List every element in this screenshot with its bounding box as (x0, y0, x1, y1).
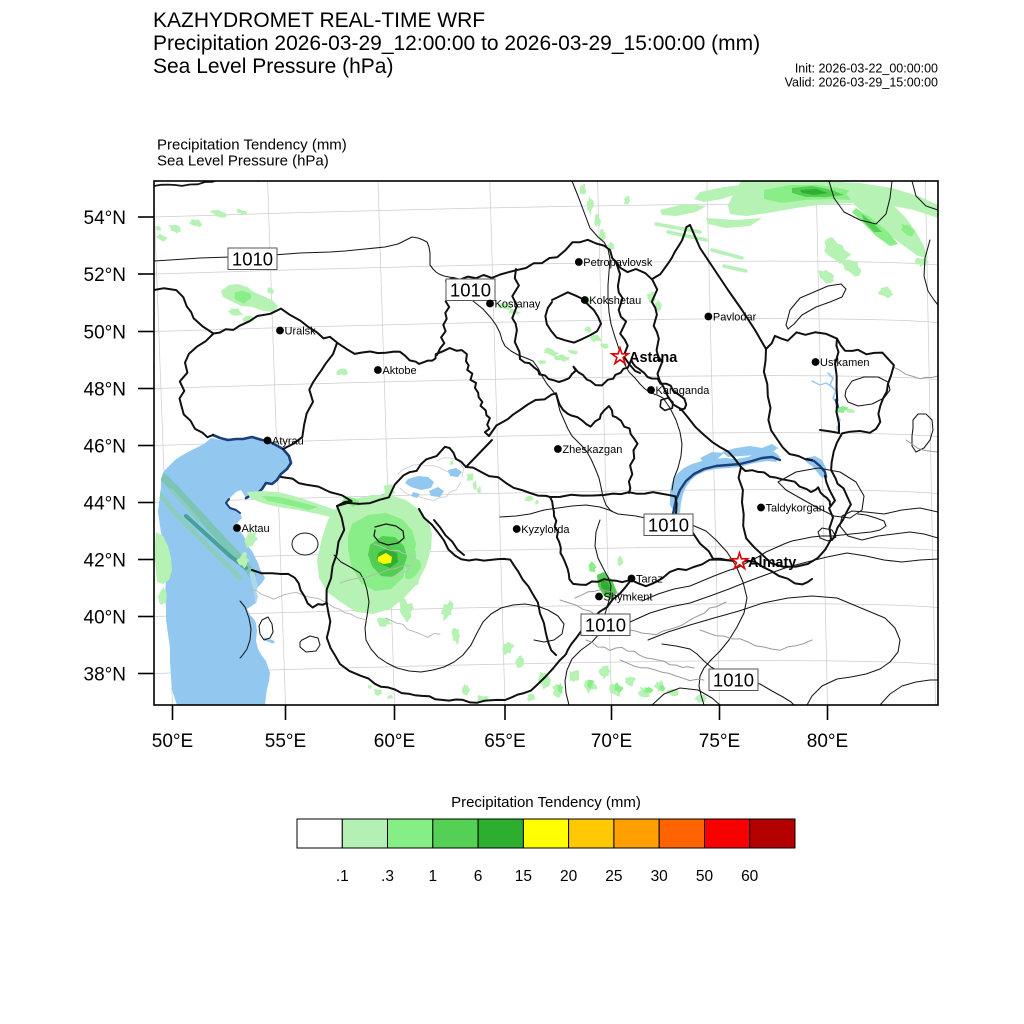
svg-text:Pavlodar: Pavlodar (713, 312, 757, 324)
svg-text:Sea Level Pressure (hPa): Sea Level Pressure (hPa) (157, 153, 329, 170)
svg-text:Shymkent: Shymkent (604, 592, 653, 604)
svg-text:1010: 1010 (648, 515, 689, 536)
svg-text:50°N: 50°N (84, 322, 126, 343)
svg-text:40°N: 40°N (84, 607, 126, 628)
svg-text:80°E: 80°E (807, 731, 848, 752)
svg-text:Karaganda: Karaganda (656, 385, 711, 397)
svg-text:Astana: Astana (629, 350, 678, 366)
svg-text:Precipitation 2026-03-29_12:00: Precipitation 2026-03-29_12:00:00 to 202… (153, 32, 760, 55)
svg-text:25: 25 (605, 868, 622, 885)
svg-text:Init: 2026-03-22_00:00:00: Init: 2026-03-22_00:00:00 (795, 62, 938, 76)
svg-text:.1: .1 (336, 868, 349, 885)
svg-text:Aktobe: Aktobe (382, 365, 416, 377)
svg-text:Ustkamen: Ustkamen (820, 357, 870, 369)
svg-text:KAZHYDROMET REAL-TIME WRF: KAZHYDROMET REAL-TIME WRF (153, 9, 485, 32)
svg-text:60: 60 (741, 868, 759, 885)
svg-text:Taldykorgan: Taldykorgan (766, 503, 825, 515)
svg-text:Taraz: Taraz (636, 574, 663, 586)
svg-text:Precipitation Tendency (mm): Precipitation Tendency (mm) (451, 794, 641, 811)
svg-text:65°E: 65°E (484, 731, 525, 752)
svg-text:1010: 1010 (450, 280, 491, 301)
svg-text:38°N: 38°N (84, 664, 126, 685)
svg-text:Zheskazgan: Zheskazgan (562, 444, 622, 456)
svg-text:Kyzylorda: Kyzylorda (521, 524, 570, 536)
svg-text:52°N: 52°N (84, 265, 126, 286)
svg-text:30: 30 (651, 868, 669, 885)
svg-text:55°E: 55°E (265, 731, 306, 752)
svg-text:42°N: 42°N (84, 550, 126, 571)
svg-text:70°E: 70°E (591, 731, 632, 752)
svg-text:15: 15 (515, 868, 532, 885)
svg-text:1010: 1010 (713, 670, 754, 691)
svg-text:50: 50 (696, 868, 714, 885)
svg-text:Valid: 2026-03-29_15:00:00: Valid: 2026-03-29_15:00:00 (785, 76, 938, 90)
svg-text:6: 6 (474, 868, 483, 885)
svg-text:44°N: 44°N (84, 493, 126, 514)
svg-text:1010: 1010 (232, 249, 273, 270)
svg-text:60°E: 60°E (374, 731, 415, 752)
svg-text:46°N: 46°N (84, 436, 126, 457)
svg-text:50°E: 50°E (152, 731, 193, 752)
svg-text:Kokshetau: Kokshetau (589, 295, 641, 307)
svg-text:75°E: 75°E (699, 731, 740, 752)
svg-text:Precipitation Tendency (mm): Precipitation Tendency (mm) (157, 137, 347, 154)
svg-text:Almaty: Almaty (748, 555, 796, 571)
svg-text:Atyrau: Atyrau (272, 436, 304, 448)
svg-text:1: 1 (428, 868, 437, 885)
svg-text:1010: 1010 (585, 615, 626, 636)
svg-text:Petropavlovsk: Petropavlovsk (583, 257, 653, 269)
svg-text:20: 20 (560, 868, 578, 885)
svg-text:54°N: 54°N (84, 208, 126, 229)
svg-text:Uralsk: Uralsk (285, 326, 317, 338)
svg-text:Kostanay: Kostanay (495, 299, 541, 311)
svg-text:48°N: 48°N (84, 379, 126, 400)
svg-text:Aktau: Aktau (242, 523, 270, 535)
svg-text:Sea Level Pressure (hPa): Sea Level Pressure (hPa) (153, 55, 393, 78)
svg-text:.3: .3 (381, 868, 394, 885)
